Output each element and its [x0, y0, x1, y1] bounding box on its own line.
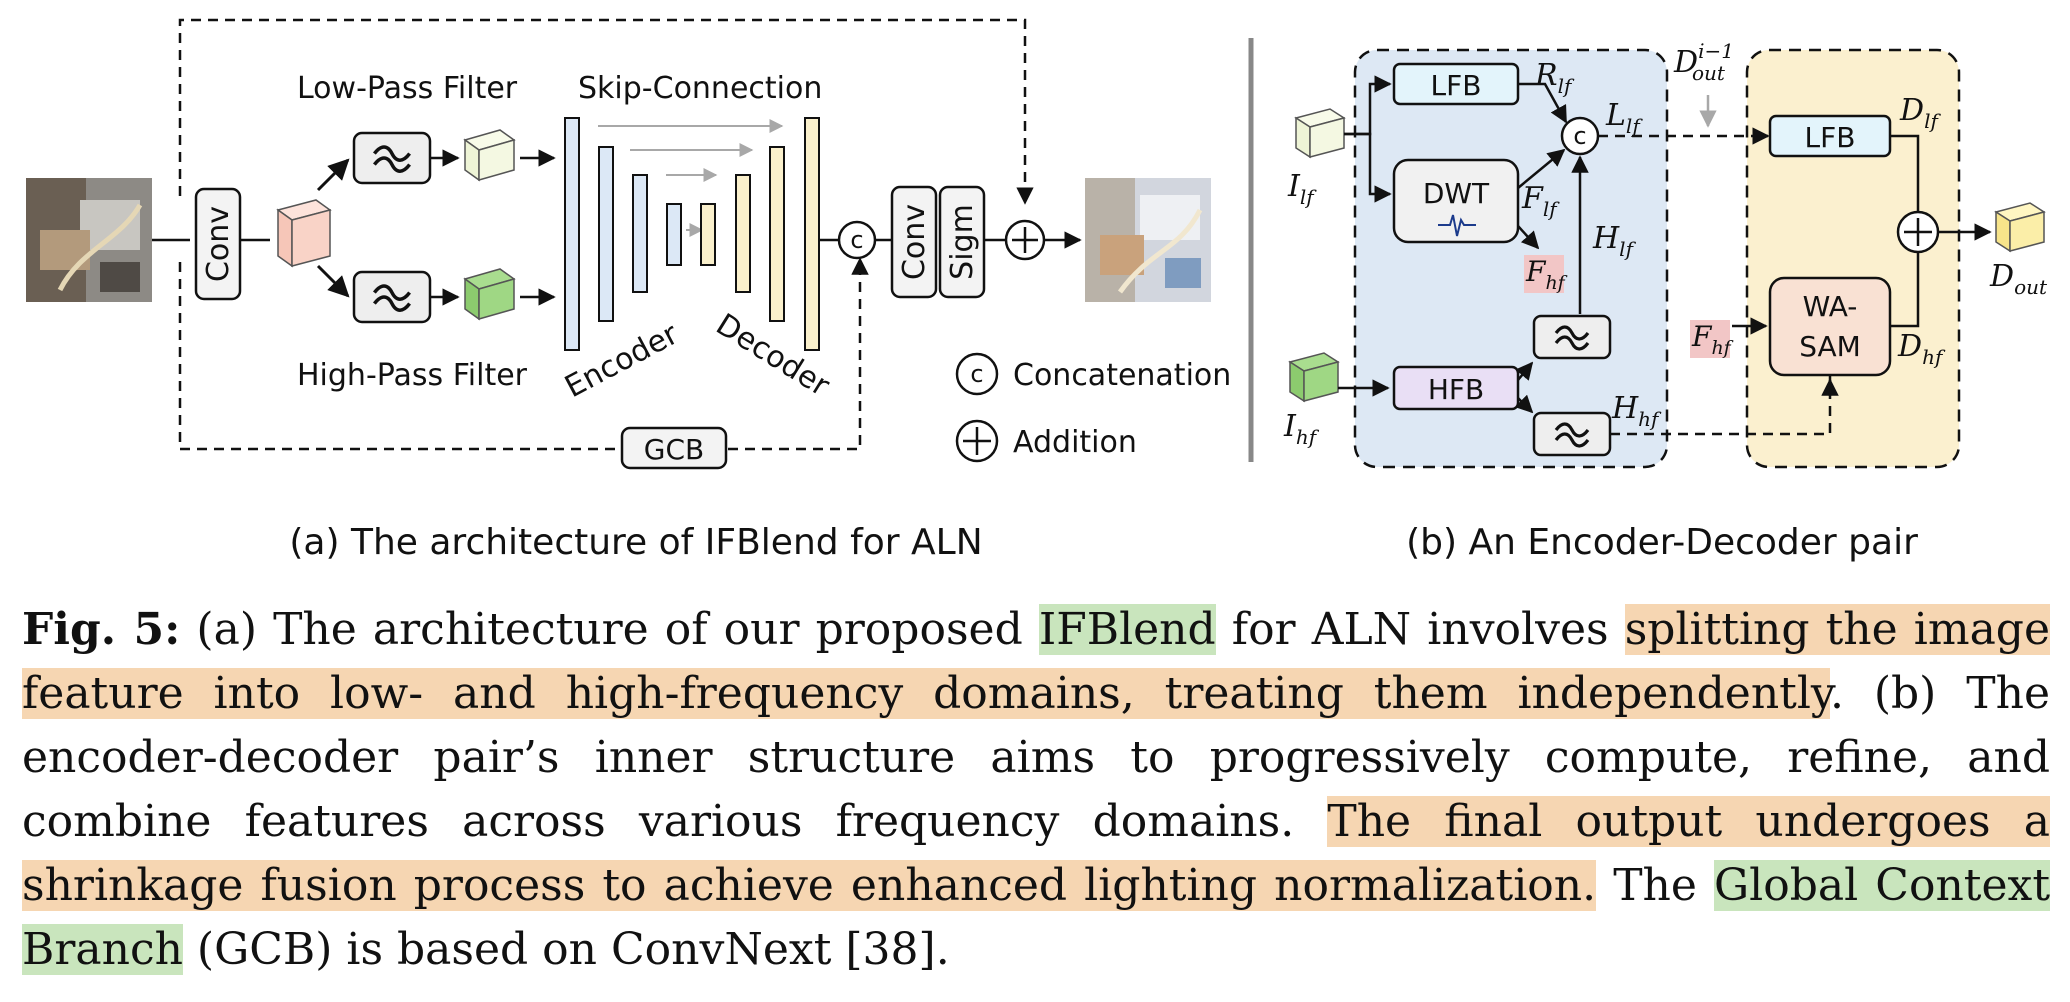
figure-caption: Fig. 5: (a) The architecture of our prop…	[22, 598, 2050, 982]
concat-symbol-b: c	[1573, 122, 1586, 150]
architecture-diagram: Conv Low-Pass Filter High-Pass Filter	[26, 18, 2048, 563]
low-freq-cube	[463, 129, 516, 182]
dwt-block	[1392, 158, 1520, 244]
F-lf-label: Flf	[1521, 181, 1560, 221]
caption-text: . (b) The encoder-decoder pair’s inner s…	[22, 668, 2050, 847]
conv-label: Conv	[201, 206, 236, 282]
encoder-panel	[1353, 48, 1669, 469]
global-skip-dashed-line	[178, 18, 1034, 205]
gcb-dashed-line	[178, 259, 860, 451]
gcb-block	[620, 426, 728, 470]
legend: c Concatenation Addition	[955, 352, 1231, 463]
I-hf-label: Ihf	[1283, 409, 1320, 449]
high-pass-filter-block-b	[1532, 411, 1612, 457]
D-out-label: Dout	[1989, 259, 2048, 299]
panel-b: Ilf LFB DWT c Rlf Flf Fhf	[1283, 39, 2048, 563]
highlight-ifblend: IFBlend	[1038, 604, 1216, 655]
concat-symbol: c	[850, 226, 863, 254]
I-lf-label: Ilf	[1287, 169, 1317, 209]
D-lf-label: Dlf	[1899, 93, 1941, 133]
high-pass-filter-block	[352, 270, 432, 324]
gcb-label: GCB	[644, 433, 704, 466]
D-out-prev-label: Di−1 out	[1673, 39, 1734, 85]
lfb-encoder-label: LFB	[1431, 69, 1482, 102]
sigmoid-block	[938, 185, 986, 299]
feature-cube	[276, 199, 332, 268]
panel-a: Conv Low-Pass Filter High-Pass Filter	[26, 18, 1231, 563]
input-image	[26, 178, 152, 302]
L-lf-label: Llf	[1605, 98, 1643, 138]
output-image	[1085, 178, 1211, 302]
low-pass-filter-block	[352, 131, 432, 185]
wa-sam-label-1: WA-	[1803, 290, 1858, 323]
legend-concat-symbol: c	[970, 360, 983, 388]
hfb-block	[1392, 365, 1520, 411]
lfb-decoder-label: LFB	[1805, 121, 1856, 154]
legend-concat-icon	[955, 352, 999, 396]
H-hf-label: Hhf	[1611, 391, 1662, 431]
legend-concatenation: Concatenation	[1013, 358, 1231, 393]
decoder-bars	[700, 117, 820, 351]
conv-block-2	[890, 185, 938, 299]
F-hf-input-label: Fhf	[1691, 320, 1734, 359]
wa-sam-label-2: SAM	[1799, 330, 1861, 363]
conv2-label: Conv	[897, 204, 932, 280]
input-lf-cube	[1294, 108, 1346, 159]
conv-block	[194, 187, 242, 301]
caption-text: (a) The architecture of our proposed	[180, 604, 1039, 655]
output-cube	[1994, 202, 2046, 253]
high-pass-label: High-Pass Filter	[297, 358, 528, 393]
low-pass-label: Low-Pass Filter	[297, 71, 518, 106]
dwt-label: DWT	[1423, 177, 1490, 210]
caption-text: for ALN involves	[1215, 604, 1625, 655]
F-hf-input-tag	[1690, 320, 1730, 358]
H-lf-label: Hlf	[1592, 221, 1637, 261]
wavelet-icon	[1438, 214, 1476, 237]
D-hf-label: Dhf	[1897, 329, 1946, 369]
F-hf-tag	[1524, 255, 1564, 293]
caption-text: (GCB) is based on ConvNext [38].	[182, 924, 950, 975]
encoder-bars	[564, 117, 682, 351]
high-freq-cube	[463, 268, 516, 321]
F-hf-label: Fhf	[1525, 255, 1568, 294]
low-pass-filter-block-b	[1532, 314, 1612, 360]
hfb-label: HFB	[1428, 373, 1484, 406]
caption-text: The	[1596, 860, 1715, 911]
R-lf-label: Rlf	[1534, 58, 1575, 98]
subcaption-b: (b) An Encoder-Decoder pair	[1406, 522, 1918, 563]
sigm-label: Sigm	[945, 204, 980, 280]
skip-connection-label: Skip-Connection	[578, 71, 822, 106]
legend-addition: Addition	[1013, 425, 1137, 460]
figure-label: Fig. 5:	[22, 604, 181, 655]
subcaption-a: (a) The architecture of IFBlend for ALN	[289, 522, 982, 563]
input-hf-cube	[1288, 352, 1340, 403]
